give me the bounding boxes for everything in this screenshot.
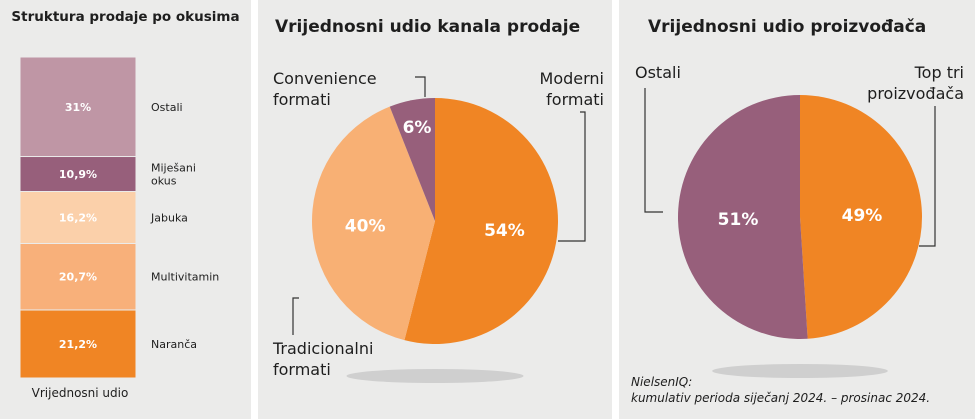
channel-chart-title: Vrijednosni udio kanala prodaje: [275, 17, 581, 37]
channel-value-label-moderni-formati: 54%: [484, 221, 525, 241]
producer-leader-line: [919, 106, 936, 247]
channel-leader-line: [558, 111, 586, 242]
convenience-label: Convenience formati: [273, 69, 377, 109]
others-label: Ostali: [635, 63, 681, 82]
bar-segment-mijesani-okus: [19, 156, 137, 192]
bar-category-label-multivitamin: Multivitamin: [151, 271, 219, 284]
channel-value-label-convenience-formati: 6%: [403, 118, 432, 138]
bar-segment-multivitamin: [19, 243, 137, 311]
channel-leader-line: [292, 297, 299, 335]
producer-chart-title: Vrijednosni udio proizvođača: [648, 17, 927, 37]
channel-shadow: [346, 369, 524, 383]
bar-category-label-ostali: Ostali: [151, 101, 183, 114]
producer-shadow: [712, 364, 888, 378]
top-three-label: Top tri proizvođača: [867, 63, 964, 103]
channel-slice-convenience-formati: [389, 98, 435, 221]
traditional-label: Tradicionalni formati: [273, 339, 374, 379]
source-line-2: kumulativ perioda siječanj 2024. – prosi…: [631, 391, 931, 405]
producer-pie-chart: 49% 51%: [644, 88, 936, 378]
producer-share-panel: Vrijednosni udio proizvođača 49% 51% Osta…: [619, 0, 975, 419]
bar-value-label-ostali: 31%: [65, 101, 91, 114]
bar-segment-ostali: [19, 56, 137, 158]
producer-leader-line: [644, 88, 663, 213]
flavour-stacked-bar-chart: 21,2% Naranča 20,7% Multivitamin 16,2% Jabuka…: [19, 56, 219, 379]
modern-label: Moderni formati: [539, 69, 604, 109]
source-line-1: NielsenIQ:: [631, 375, 693, 389]
producer-value-label-ostali: 51%: [718, 210, 759, 230]
channel-share-panel: Vrijednosni udio kanala prodaje 54% 40% 6%…: [258, 0, 612, 419]
producer-slice-top-tri-proizvo-aca: [800, 95, 922, 339]
bar-value-label-naranca: 21,2%: [59, 338, 97, 351]
bar-category-label-mijesani-okus: okus: [151, 175, 177, 188]
flavour-structure-panel: Struktura prodaje po okusima 21,2% Naranč…: [0, 0, 251, 419]
producer-value-label-top-tri-proizvo-aca: 49%: [842, 206, 883, 226]
flavour-x-axis-label: Vrijednosni udio: [31, 386, 129, 400]
bar-segment-naranca: [19, 309, 137, 379]
flavour-chart-title: Struktura prodaje po okusima: [11, 9, 240, 25]
bar-category-label-jabuka: Jabuka: [150, 212, 188, 225]
bar-category-label-naranca: Naranča: [151, 338, 197, 351]
channel-value-label-tradicionalni-formati: 40%: [345, 216, 386, 236]
bar-value-label-multivitamin: 20,7%: [59, 271, 97, 284]
channel-slice-tradicionalni-formati: [312, 106, 435, 341]
bar-segment-jabuka: [19, 190, 137, 245]
source-note: NielsenIQ: kumulativ perioda siječanj 20…: [631, 374, 930, 406]
bar-value-label-jabuka: 16,2%: [59, 212, 97, 225]
producer-slice-ostali: [677, 95, 808, 339]
channel-pie-chart: 54% 40% 6%: [292, 76, 586, 383]
channel-leader-line: [415, 76, 426, 97]
channel-slice-moderni-formati: [404, 98, 558, 345]
bar-value-label-mijesani-okus: 10,9%: [59, 168, 97, 181]
bar-category-label-mijesani-okus: Miješani: [151, 162, 196, 175]
